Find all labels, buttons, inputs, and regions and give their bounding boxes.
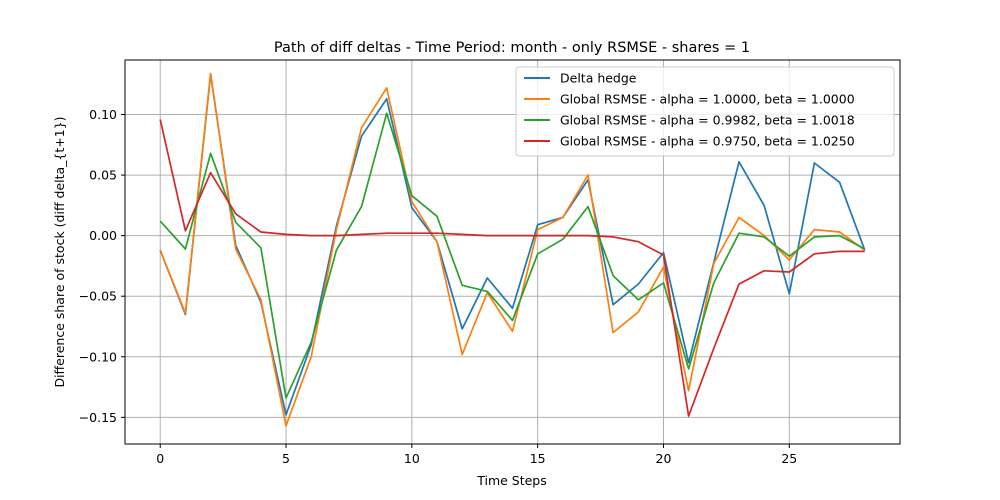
x-tick-label: 20 (656, 451, 672, 466)
y-axis-label: Difference share of stock (diff delta_{t… (52, 116, 67, 387)
chart-title: Path of diff deltas - Time Period: month… (274, 40, 750, 56)
x-tick-label: 25 (781, 451, 797, 466)
y-tick-label: −0.10 (79, 349, 117, 364)
legend-box (515, 66, 895, 157)
series-line-3 (159, 119, 865, 417)
x-tick-label: 15 (530, 451, 546, 466)
series-lines (159, 72, 866, 427)
legend-label-rsmse-3: Global RSMSE - alpha = 0.9750, beta = 1.… (560, 134, 855, 149)
series-line-1 (159, 72, 866, 427)
y-tick-label: −0.15 (79, 410, 117, 425)
series-line-2 (159, 112, 866, 399)
y-tick-label: 0.00 (89, 228, 117, 243)
x-axis-label: Time Steps (476, 473, 547, 488)
series-line-0 (159, 73, 866, 416)
x-tick-label: 5 (282, 451, 290, 466)
legend-label-delta-hedge: Delta hedge (560, 71, 637, 86)
plot-frame (124, 59, 901, 445)
y-tick-label: 0.10 (89, 107, 117, 122)
legend-label-rsmse-2: Global RSMSE - alpha = 0.9982, beta = 1.… (560, 113, 855, 128)
axis-ticks: 0 5 10 15 20 25 −0.15 −0.10 −0.05 0.00 0.05 0.10 (79, 107, 798, 466)
y-tick-label: 0.05 (89, 168, 117, 183)
legend: Delta hedge Global RSMSE - alpha = 1.000… (515, 66, 895, 157)
legend-label-rsmse-1: Global RSMSE - alpha = 1.0000, beta = 1.… (560, 92, 855, 107)
y-tick-label: −0.05 (79, 289, 117, 304)
x-tick-label: 0 (156, 451, 164, 466)
x-tick-label: 10 (404, 451, 420, 466)
